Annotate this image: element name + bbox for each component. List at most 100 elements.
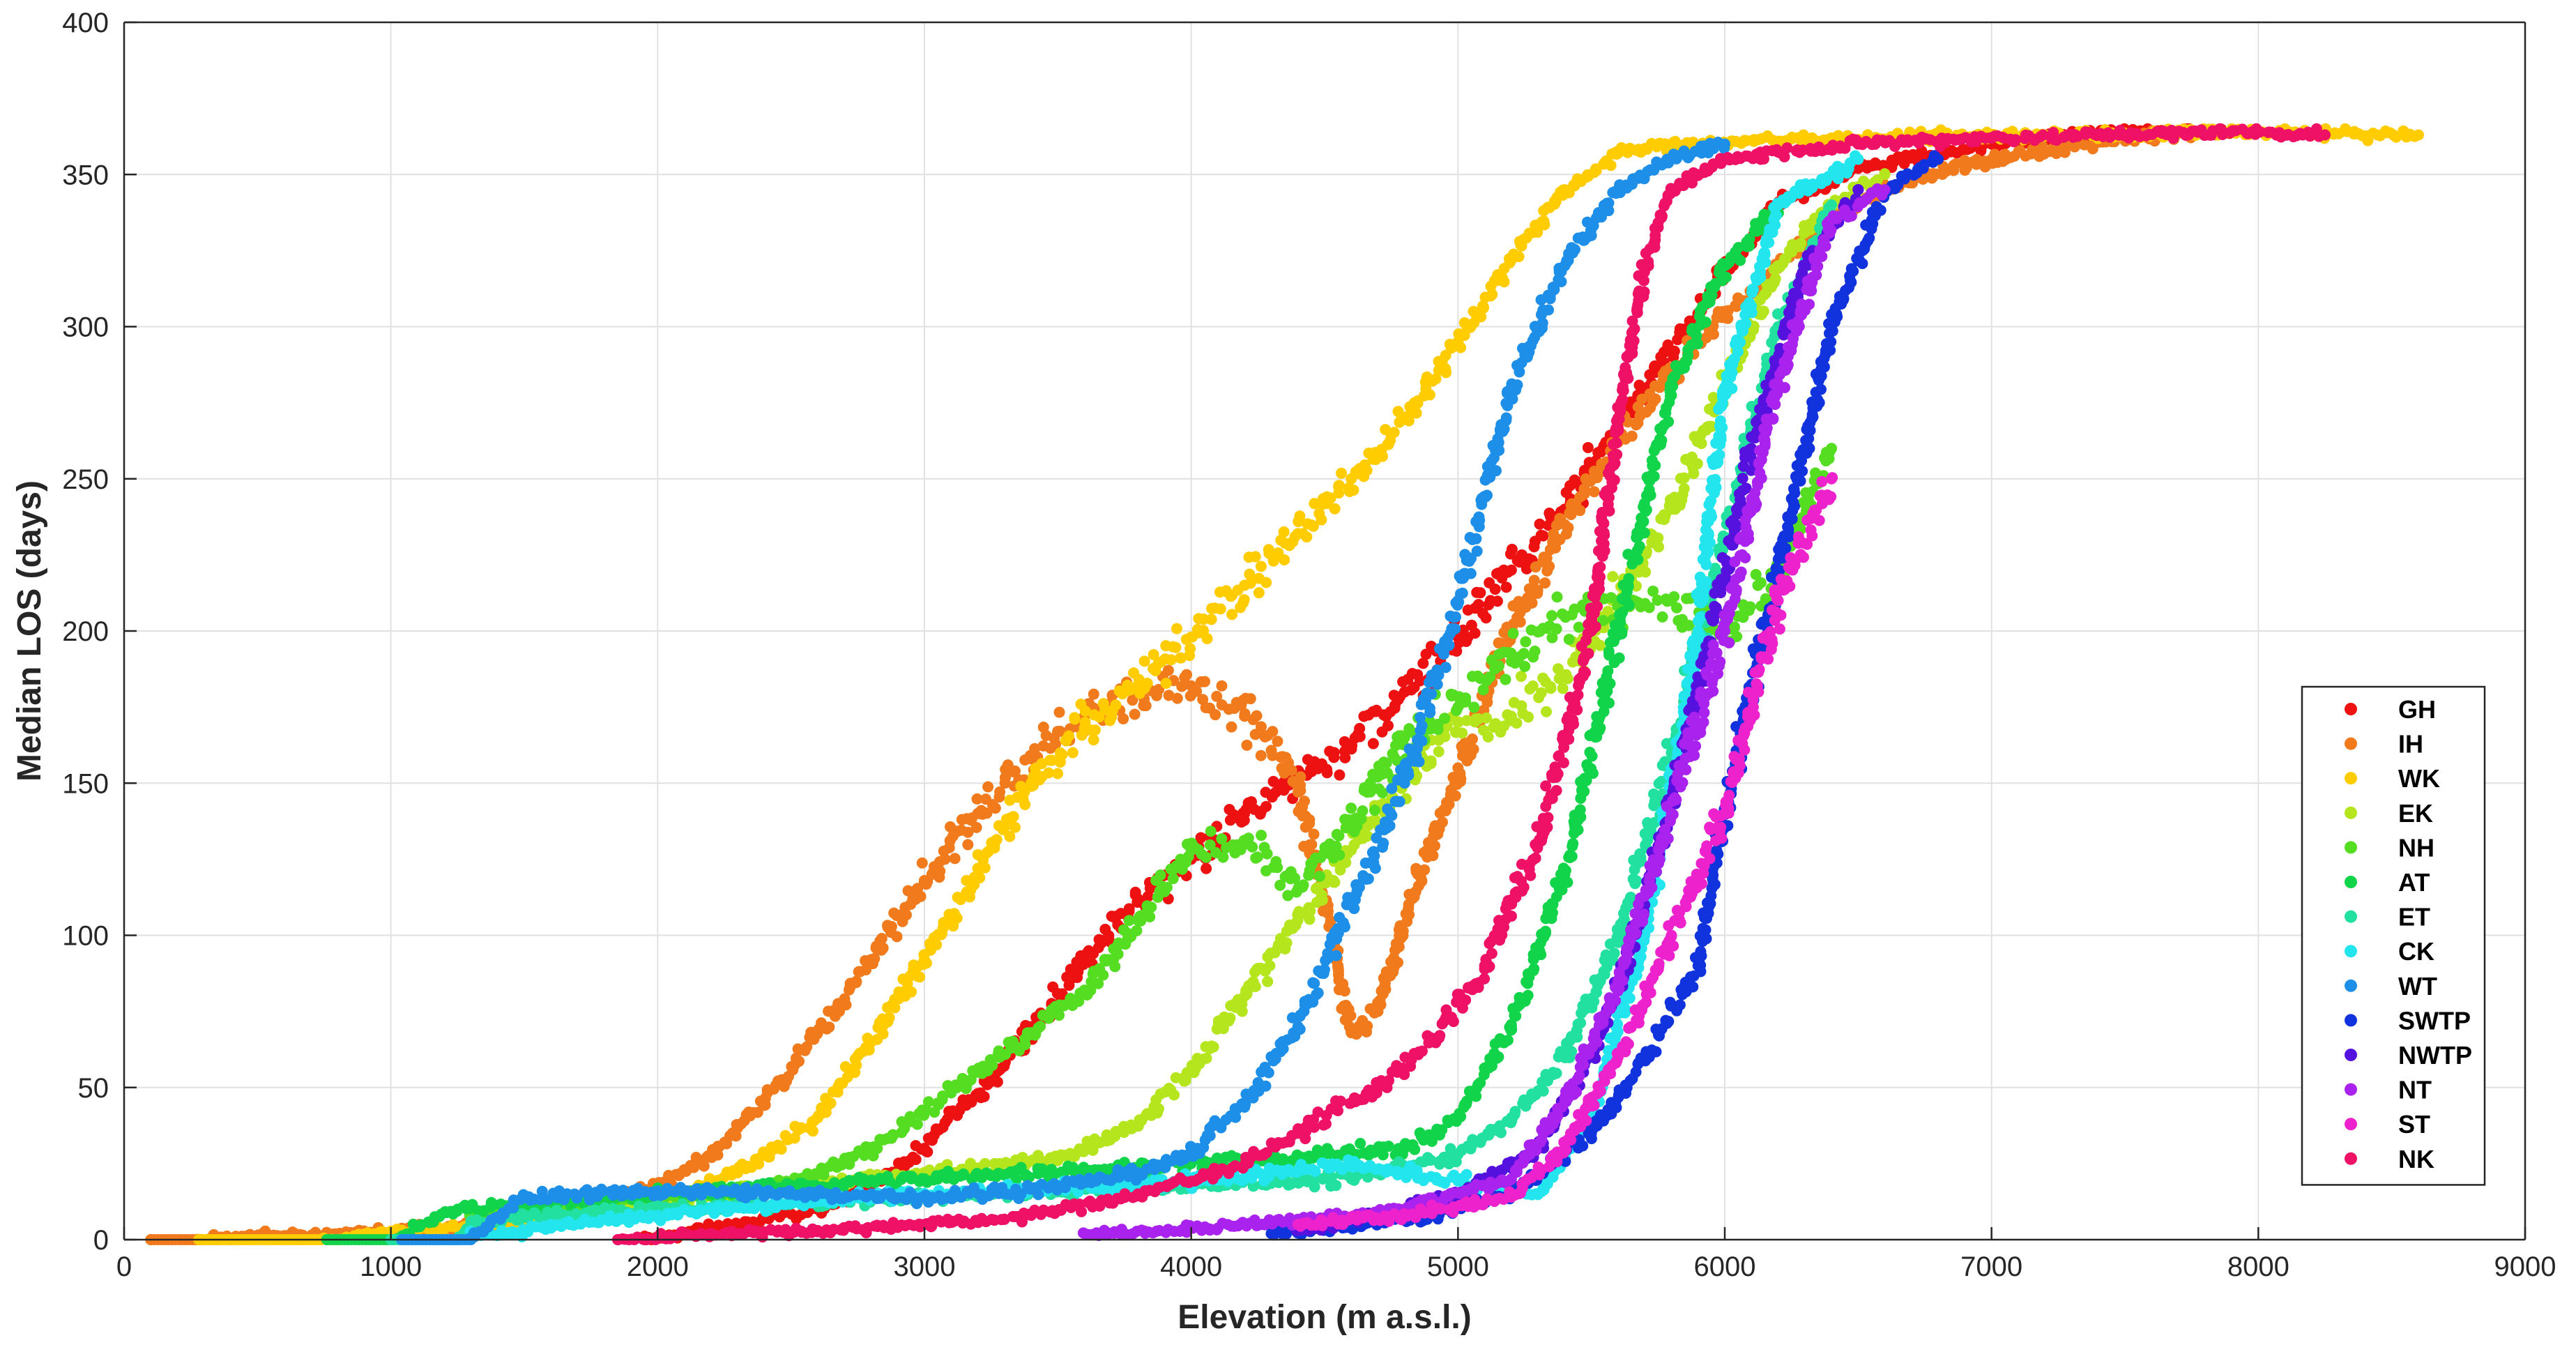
data-point: [1118, 713, 1129, 724]
data-points: [145, 123, 2424, 1245]
data-point: [1333, 480, 1345, 492]
data-point: [1355, 1138, 1366, 1150]
data-point: [1520, 636, 1532, 648]
gridlines: [123, 22, 2526, 1240]
data-point: [1132, 893, 1144, 905]
data-point: [1622, 579, 1634, 591]
data-point: [1160, 678, 1172, 690]
series-wk: [193, 123, 2424, 1245]
data-point: [1557, 683, 1569, 694]
data-point: [900, 909, 912, 921]
data-point: [949, 853, 961, 865]
data-point: [1346, 1173, 1357, 1185]
data-point: [1334, 769, 1346, 781]
data-point: [1772, 260, 1784, 272]
data-point: [731, 1122, 743, 1134]
data-point: [1185, 844, 1197, 856]
data-point: [1063, 730, 1075, 742]
data-point: [732, 1166, 744, 1178]
data-point: [1769, 273, 1781, 284]
data-point: [1414, 675, 1426, 687]
data-point: [1009, 821, 1021, 833]
data-point: [1623, 599, 1635, 611]
data-point: [1425, 755, 1437, 767]
data-point: [1398, 1143, 1410, 1155]
data-point: [1578, 786, 1590, 798]
data-point: [1110, 699, 1122, 711]
data-point: [1410, 407, 1422, 419]
data-point: [1403, 908, 1415, 920]
data-point: [982, 781, 994, 793]
data-point: [1629, 878, 1641, 890]
data-point: [1382, 1163, 1394, 1175]
data-point: [1035, 1020, 1046, 1032]
data-point: [1249, 729, 1261, 740]
data-point: [1550, 623, 1562, 635]
data-point: [775, 1143, 787, 1155]
data-point: [1544, 561, 1555, 572]
data-point: [1009, 765, 1021, 777]
data-point: [793, 1056, 805, 1067]
data-point: [1367, 738, 1379, 750]
data-point: [698, 1160, 710, 1172]
data-point: [1088, 734, 1099, 746]
data-point: [1826, 199, 1838, 211]
data-point: [1198, 676, 1210, 687]
data-point: [1255, 561, 1267, 572]
data-point: [1026, 777, 1037, 789]
data-point: [1264, 960, 1276, 972]
data-point: [915, 890, 927, 902]
data-point: [962, 826, 974, 838]
data-point: [1585, 763, 1597, 775]
data-point: [1309, 1181, 1320, 1193]
data-point: [1251, 851, 1263, 863]
data-point: [1361, 464, 1373, 476]
data-point: [1316, 514, 1327, 526]
data-point: [1719, 305, 1730, 317]
data-point: [1026, 753, 1037, 765]
data-point: [1214, 603, 1226, 615]
data-point: [1255, 750, 1267, 761]
data-point: [910, 1154, 922, 1166]
data-point: [1300, 821, 1311, 833]
data-point: [1171, 692, 1183, 704]
data-point: [1345, 1010, 1357, 1021]
data-point: [1480, 612, 1492, 624]
data-point: [1097, 969, 1109, 981]
data-point: [1216, 680, 1228, 692]
data-point: [1281, 937, 1293, 949]
data-point: [1019, 798, 1031, 810]
data-point: [943, 842, 955, 853]
data-point: [1452, 336, 1464, 348]
data-point: [1089, 724, 1101, 736]
data-point: [1744, 601, 1756, 613]
data-point: [1316, 889, 1327, 901]
data-point: [1550, 542, 1562, 554]
data-point: [1452, 762, 1464, 774]
data-point: [1681, 356, 1693, 367]
data-point: [1440, 367, 1452, 379]
data-point: [1455, 773, 1467, 784]
data-point: [1612, 147, 1624, 159]
data-point: [1666, 595, 1677, 607]
data-point: [1176, 680, 1188, 692]
data-point: [1170, 641, 1182, 653]
data-point: [1572, 1018, 1584, 1030]
data-point: [1329, 503, 1341, 515]
data-point: [1201, 632, 1213, 644]
data-point: [1354, 722, 1366, 734]
data-point: [1140, 700, 1152, 712]
data-point: [1334, 849, 1346, 861]
data-point: [1460, 692, 1472, 704]
data-point: [1382, 1141, 1394, 1153]
data-point: [1244, 693, 1256, 705]
data-point: [1505, 564, 1517, 576]
data-point: [1507, 627, 1519, 639]
data-point: [1308, 828, 1320, 840]
data-point: [1260, 800, 1272, 812]
data-point: [1328, 752, 1340, 763]
data-point: [994, 786, 1006, 798]
data-point: [1253, 587, 1265, 599]
